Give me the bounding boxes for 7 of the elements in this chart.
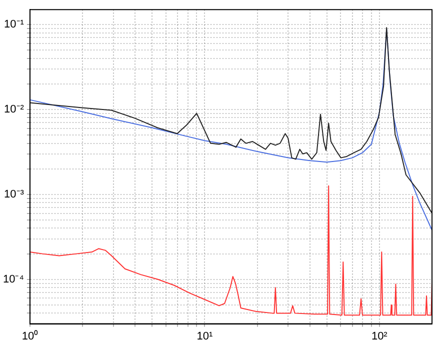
x-tick-label: 10⁰ <box>22 329 38 342</box>
y-tick-label: 10⁻² <box>4 104 24 116</box>
y-tick-label: 10⁻¹ <box>4 18 24 31</box>
y-tick-label: 10⁻³ <box>4 188 24 200</box>
x-tick-label: 10¹ <box>196 330 213 342</box>
x-tick-label: 10² <box>371 330 388 342</box>
y-tick-label: 10⁻⁴ <box>2 273 24 286</box>
